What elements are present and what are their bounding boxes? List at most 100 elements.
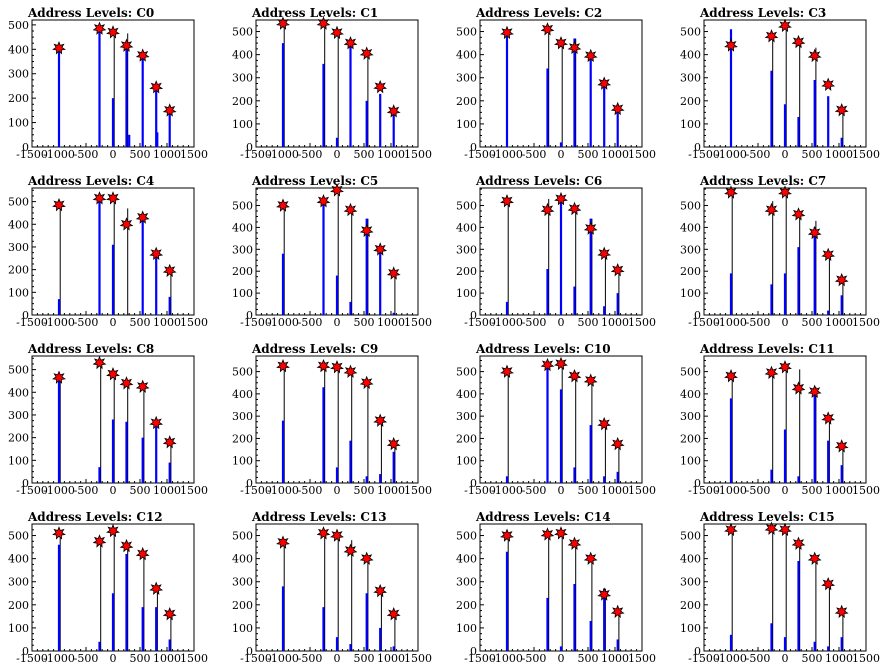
chart-panel: Address Levels: C5 0 100 200 300 400 500 -1500-… bbox=[224, 168, 448, 336]
y-tick-label: 400 bbox=[8, 218, 29, 231]
y-tick-label: 100 bbox=[8, 117, 29, 130]
y-tick-label: 500 bbox=[456, 26, 477, 39]
x-tick-label: -1500 bbox=[240, 652, 272, 665]
peak-marker bbox=[316, 526, 331, 540]
peak-marker bbox=[386, 606, 401, 621]
x-tick-label: 1500 bbox=[180, 484, 208, 497]
x-tick-label: -500 bbox=[298, 148, 323, 161]
y-tick-label: 400 bbox=[680, 388, 701, 401]
y-tick-label: 200 bbox=[232, 599, 253, 612]
x-tick-label: -1000 bbox=[43, 484, 75, 497]
chart-panel: Address Levels: C1 0 100 200 300 400 500 -1500-… bbox=[224, 0, 448, 168]
peak-marker bbox=[724, 368, 738, 383]
peak-marker bbox=[343, 364, 358, 378]
peak-marker bbox=[807, 551, 822, 566]
x-tick-label: -1000 bbox=[491, 484, 523, 497]
peak-marker bbox=[162, 103, 177, 117]
peak-marker bbox=[597, 587, 612, 601]
y-tick-label: 100 bbox=[680, 287, 701, 300]
peak-marker bbox=[540, 202, 555, 217]
y-tick-label: 400 bbox=[680, 553, 701, 566]
x-tick-label: 0 bbox=[334, 316, 341, 329]
y-tick-label: 300 bbox=[456, 72, 477, 85]
peak-marker bbox=[149, 246, 164, 261]
x-tick-label: -1000 bbox=[715, 316, 747, 329]
x-tick-label: 0 bbox=[782, 652, 789, 665]
chart-svg: Address Levels: C30100200300400500-1500-… bbox=[680, 6, 880, 161]
peak-marker bbox=[343, 35, 358, 50]
x-tick-label: -1000 bbox=[267, 316, 299, 329]
peak-marker bbox=[764, 202, 779, 217]
peak-marker bbox=[554, 191, 568, 206]
x-tick-label: 500 bbox=[578, 316, 599, 329]
y-tick-label: 0 bbox=[22, 477, 29, 490]
peak-marker bbox=[373, 79, 388, 94]
chart-svg: Address Levels: C12 0 100 200 300 400 500 -1500… bbox=[8, 510, 208, 665]
x-tick-label: 1500 bbox=[852, 652, 880, 665]
y-tick-label: 0 bbox=[694, 645, 701, 658]
y-tick-label: 400 bbox=[232, 553, 253, 566]
y-tick-label: 0 bbox=[22, 141, 29, 154]
peak-marker bbox=[359, 551, 374, 566]
peak-marker bbox=[316, 16, 331, 30]
peak-marker bbox=[610, 263, 625, 277]
peak-marker bbox=[106, 523, 120, 538]
chart-title: Address Levels: C7 bbox=[699, 174, 826, 188]
x-tick-label: 0 bbox=[558, 148, 565, 161]
y-tick-label: 200 bbox=[680, 599, 701, 612]
chart-title: Address Levels: C9 bbox=[251, 342, 378, 356]
x-tick-label: 500 bbox=[130, 484, 151, 497]
x-tick-label: 1000 bbox=[153, 652, 181, 665]
peak-marker bbox=[791, 34, 806, 49]
x-tick-label: -500 bbox=[746, 316, 771, 329]
y-tick-label: 100 bbox=[8, 454, 29, 467]
chart-title: Address Levels: C6 bbox=[475, 174, 602, 188]
x-tick-label: 1000 bbox=[377, 484, 405, 497]
x-tick-label: 500 bbox=[802, 652, 823, 665]
x-tick-label: 1500 bbox=[180, 148, 208, 161]
y-tick-label: 300 bbox=[456, 243, 477, 256]
x-tick-label: 1500 bbox=[852, 148, 880, 161]
x-tick-label: 500 bbox=[802, 484, 823, 497]
x-tick-label: -1500 bbox=[16, 484, 48, 497]
peak-marker bbox=[106, 25, 120, 39]
peak-marker bbox=[778, 360, 792, 374]
chart-panel: Address Levels: C0 0 100 200 300 400 500 -1500-… bbox=[0, 0, 224, 168]
x-tick-label: -1000 bbox=[43, 316, 75, 329]
x-tick-label: -500 bbox=[746, 148, 771, 161]
y-tick-label: 200 bbox=[680, 432, 701, 445]
peak-marker bbox=[540, 527, 555, 541]
y-tick-label: 300 bbox=[456, 576, 477, 589]
y-tick-label: 300 bbox=[8, 576, 29, 589]
chart-svg: Address Levels: C80100200300400500-1500-… bbox=[8, 342, 208, 497]
peak-marker bbox=[359, 375, 374, 390]
y-tick-label: 300 bbox=[680, 410, 701, 423]
peak-marker bbox=[119, 38, 134, 53]
x-tick-label: -1000 bbox=[43, 652, 75, 665]
y-tick-label: 500 bbox=[680, 530, 701, 543]
x-tick-label: 0 bbox=[334, 652, 341, 665]
peak-marker bbox=[554, 35, 568, 50]
y-tick-label: 100 bbox=[456, 455, 477, 468]
chart-title: Address Levels: C15 bbox=[699, 510, 835, 524]
x-tick-label: 1000 bbox=[377, 148, 405, 161]
y-tick-label: 500 bbox=[232, 530, 253, 543]
x-tick-label: -500 bbox=[746, 652, 771, 665]
peak-marker bbox=[330, 360, 344, 374]
chart-panel: Address Levels: C8 0 100 200 300 400 500 -1500-… bbox=[0, 336, 224, 504]
chart-panel: Address Levels: C6 0 100 200 300 400 500 -1500-… bbox=[448, 168, 672, 336]
chart-title: Address Levels: C12 bbox=[27, 510, 163, 524]
x-tick-label: 500 bbox=[354, 148, 375, 161]
y-tick-label: 0 bbox=[470, 141, 477, 154]
x-tick-label: -1500 bbox=[688, 148, 720, 161]
y-tick-label: 100 bbox=[456, 287, 477, 300]
x-tick-label: 500 bbox=[578, 148, 599, 161]
x-tick-label: -1000 bbox=[491, 148, 523, 161]
chart-svg: Address Levels: C90100200300400500-1500-… bbox=[232, 342, 432, 497]
x-tick-label: 0 bbox=[558, 316, 565, 329]
y-tick-label: 400 bbox=[456, 221, 477, 234]
x-tick-label: -1000 bbox=[267, 484, 299, 497]
peak-marker bbox=[119, 217, 134, 231]
y-tick-label: 0 bbox=[470, 645, 477, 658]
